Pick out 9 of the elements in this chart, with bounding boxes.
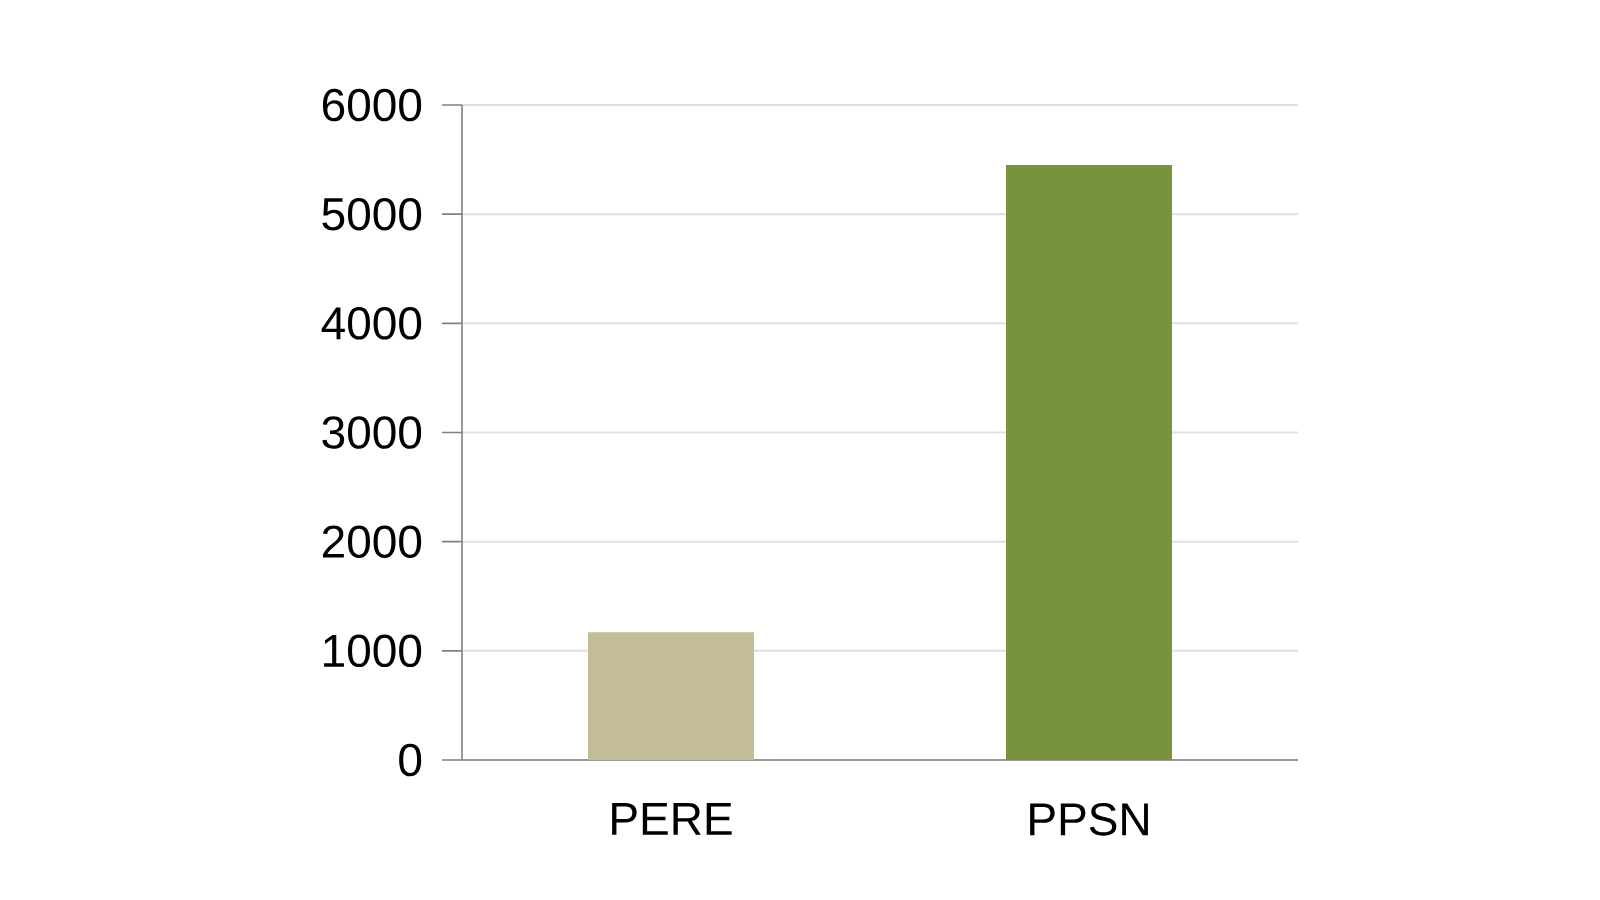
- y-tick-label: 5000: [322, 197, 422, 231]
- y-tick-label: 4000: [321, 307, 422, 340]
- y-tick-label: 6000: [322, 88, 422, 122]
- y-tick-label: 3000: [322, 416, 422, 449]
- x-tick-label: PERE: [612, 803, 732, 835]
- x-tick-label: PPSN: [1030, 803, 1148, 836]
- y-tick-label: 1000: [324, 634, 422, 668]
- y-tick-label: 0: [399, 743, 422, 777]
- y-tick-label: 2000: [322, 525, 422, 558]
